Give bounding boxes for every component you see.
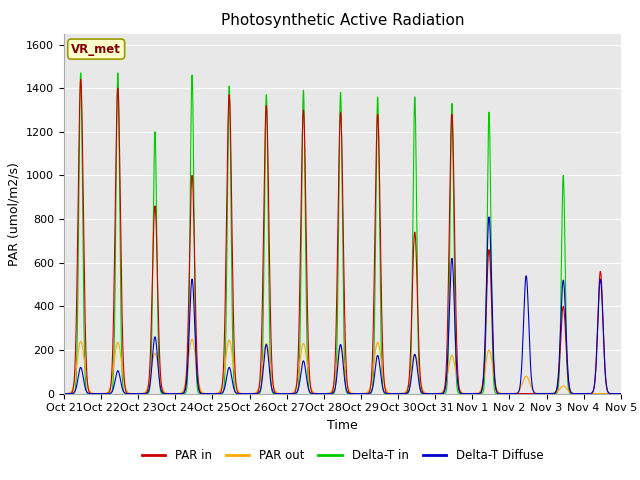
Delta-T Diffuse [617, 391, 625, 396]
Delta-T in [499, 391, 506, 396]
Line: PAR in: PAR in [64, 79, 621, 394]
PAR out [419, 388, 427, 394]
Delta-T Diffuse [485, 214, 493, 220]
PAR in [179, 390, 187, 396]
PAR in [499, 391, 506, 396]
Delta-T Diffuse [60, 391, 68, 396]
Delta-T in [77, 70, 84, 76]
PAR in [522, 391, 530, 396]
Text: VR_met: VR_met [71, 43, 121, 56]
Delta-T Diffuse [173, 391, 181, 396]
PAR in [419, 390, 427, 396]
Line: Delta-T Diffuse: Delta-T Diffuse [64, 217, 621, 394]
PAR in [77, 76, 84, 82]
PAR in [617, 391, 625, 396]
PAR out [615, 391, 623, 396]
PAR in [615, 391, 623, 396]
Delta-T in [179, 391, 187, 396]
Legend: PAR in, PAR out, Delta-T in, Delta-T Diffuse: PAR in, PAR out, Delta-T in, Delta-T Dif… [137, 444, 548, 467]
PAR out [179, 388, 187, 394]
Title: Photosynthetic Active Radiation: Photosynthetic Active Radiation [221, 13, 464, 28]
PAR in [60, 391, 68, 396]
PAR out [188, 336, 196, 342]
Delta-T in [173, 391, 181, 396]
PAR out [499, 391, 506, 396]
Delta-T Diffuse [615, 391, 623, 396]
PAR out [60, 391, 68, 396]
Line: Delta-T in: Delta-T in [64, 73, 621, 394]
Delta-T in [269, 390, 276, 396]
Delta-T Diffuse [269, 388, 276, 394]
Delta-T in [60, 391, 68, 396]
Delta-T Diffuse [499, 391, 506, 396]
Line: PAR out: PAR out [64, 339, 621, 394]
Delta-T Diffuse [419, 391, 427, 396]
Delta-T in [617, 391, 625, 396]
PAR out [269, 378, 276, 384]
Delta-T in [419, 391, 427, 396]
Y-axis label: PAR (umol/m2/s): PAR (umol/m2/s) [8, 162, 20, 265]
PAR out [617, 391, 625, 396]
X-axis label: Time: Time [327, 419, 358, 432]
Delta-T Diffuse [179, 390, 187, 396]
PAR in [269, 374, 276, 380]
PAR in [173, 391, 181, 396]
PAR out [173, 391, 181, 396]
Delta-T in [615, 391, 623, 396]
